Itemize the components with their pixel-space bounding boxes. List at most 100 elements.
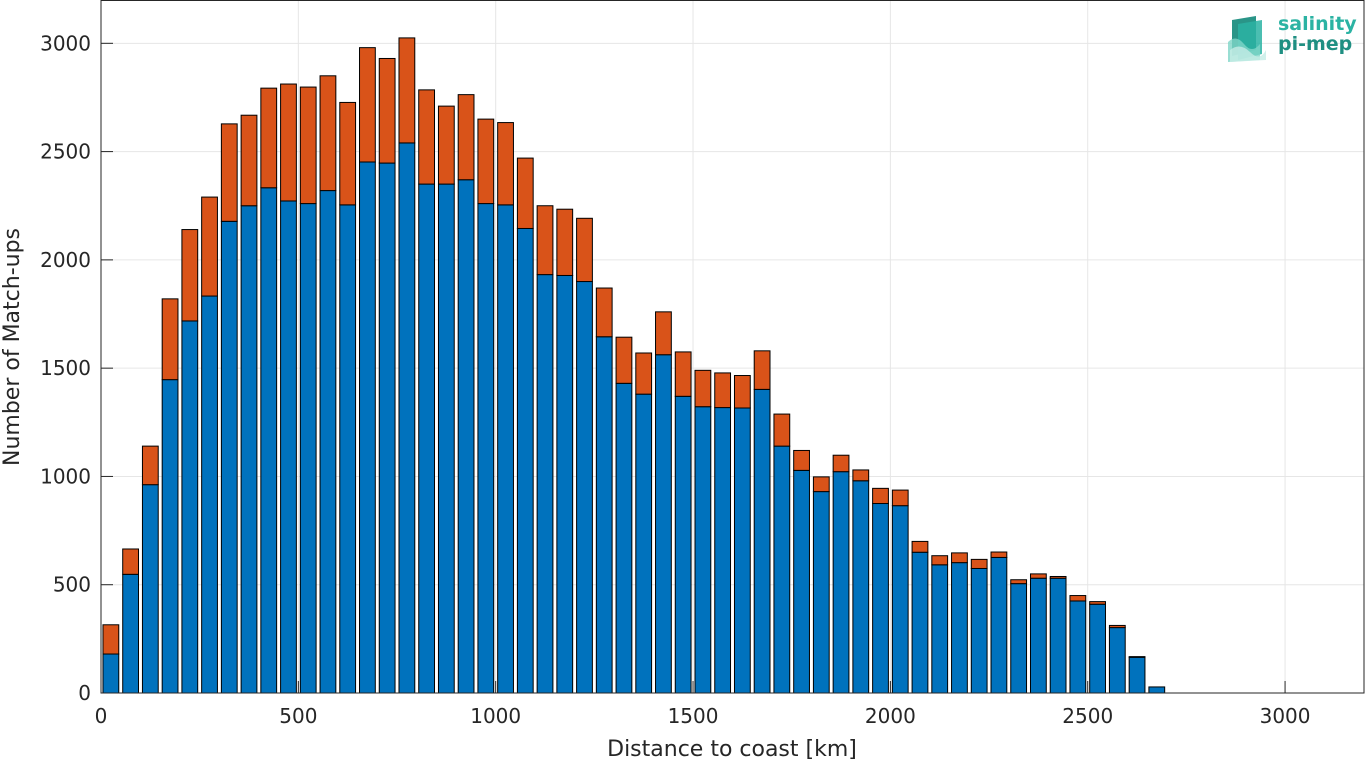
x-tick-label: 3000: [1260, 704, 1311, 728]
bar-segment-lower: [970, 567, 988, 694]
bar-segment-lower: [990, 556, 1008, 694]
bar-segment-lower: [931, 564, 949, 694]
bar-segment-lower: [793, 469, 810, 694]
bars: [102, 37, 1166, 694]
bar-segment-lower: [753, 388, 771, 694]
x-tick-label: 0: [95, 704, 108, 728]
bar-segment-lower: [141, 484, 159, 694]
bar-segment-upper: [102, 624, 120, 655]
bar-segment-upper: [655, 311, 672, 356]
axes-box: [100, 0, 1365, 694]
bar-segment-lower: [891, 505, 909, 694]
bar-segment-lower: [477, 203, 495, 694]
bar-segment-lower: [457, 179, 475, 694]
bar-segment-lower: [595, 336, 613, 694]
bar-segment-upper: [832, 454, 850, 473]
bar-segment-upper: [1108, 624, 1126, 629]
bar-segment-lower: [359, 161, 376, 694]
y-tick-label: 500: [53, 573, 91, 597]
bar-segment-lower: [714, 407, 732, 694]
bar-segment-lower: [872, 503, 889, 694]
bar-segment-upper: [852, 469, 870, 482]
bar-segment-upper: [990, 551, 1008, 558]
bar-segment-upper: [753, 350, 771, 390]
y-tick-label: 2000: [40, 248, 91, 272]
bar-segment-upper: [595, 287, 613, 338]
bar-segment-lower: [201, 295, 218, 694]
bar-segment-lower: [102, 653, 120, 694]
bar-segment-upper: [891, 489, 909, 507]
bar-segment-upper: [359, 47, 376, 163]
bar-segment-upper: [240, 114, 258, 207]
bar-segment-upper: [378, 57, 396, 164]
bar-segment-upper: [576, 217, 593, 283]
x-tick-label: 500: [279, 704, 317, 728]
bar-segment-lower: [852, 480, 870, 694]
bar-segment-lower: [1128, 656, 1146, 694]
bar-segment-lower: [556, 274, 574, 694]
bar-segment-upper: [911, 540, 929, 553]
bar-segment-lower: [1069, 600, 1087, 694]
bar-segment-lower: [615, 382, 633, 694]
bar-segment-lower: [1108, 627, 1126, 694]
bar-segment-upper: [615, 336, 633, 384]
bar-segment-lower: [576, 281, 593, 694]
bar-segment-lower: [398, 142, 416, 694]
bar-segment-upper: [201, 196, 218, 297]
bar-segment-upper: [812, 476, 830, 493]
bar-segment-lower: [832, 471, 850, 694]
bar-segment-lower: [1029, 577, 1047, 694]
bar-segment-upper: [773, 413, 791, 447]
bar-segment-upper: [1029, 573, 1047, 579]
bar-segment-upper: [516, 157, 534, 229]
bar-segment-lower: [812, 491, 830, 694]
bar-segment-upper: [1089, 601, 1106, 605]
bar-segment-lower: [951, 562, 968, 694]
x-tick-label: 2000: [865, 704, 916, 728]
y-tick-label: 3000: [40, 31, 91, 55]
logo-text-line1: salinity: [1278, 13, 1357, 35]
x-axis-label: Distance to coast [km]: [607, 737, 857, 761]
bar-segment-upper: [733, 375, 751, 409]
y-tick-label: 2500: [40, 140, 91, 164]
bar-segment-upper: [437, 105, 455, 185]
bar-segment-upper: [418, 89, 436, 185]
bar-segment-upper: [635, 352, 653, 395]
bar-segment-upper: [951, 552, 968, 564]
bar-segment-lower: [260, 187, 278, 694]
bar-segment-lower: [161, 379, 179, 694]
bar-segment-upper: [970, 558, 988, 569]
bar-segment-upper: [161, 298, 179, 381]
bar-segment-upper: [141, 445, 159, 486]
bar-segment-upper: [477, 118, 495, 205]
wave-logo-icon: [1228, 16, 1266, 62]
x-tick-label: 2500: [1062, 704, 1113, 728]
bar-segment-lower: [516, 227, 534, 694]
bar-segment-upper: [1010, 579, 1028, 585]
bar-segment-lower: [240, 205, 258, 694]
bar-segment-lower: [339, 204, 357, 694]
bar-segment-lower: [437, 183, 455, 694]
bar-segment-upper: [556, 208, 574, 276]
bar-segment-lower: [733, 407, 751, 694]
salinity-pimep-logo: salinity pi-mep: [1226, 13, 1357, 64]
bar-segment-lower: [1010, 583, 1028, 694]
bar-segment-upper: [793, 449, 810, 471]
x-tick-label: 1000: [470, 704, 521, 728]
bar-segment-upper: [694, 369, 712, 408]
bar-segment-lower: [1148, 686, 1166, 694]
bar-segment-lower: [674, 395, 692, 694]
bar-segment-lower: [181, 320, 199, 694]
bar-segment-upper: [122, 548, 139, 575]
bar-segment-upper: [1049, 575, 1067, 579]
logo-text-line2: pi-mep: [1278, 33, 1353, 55]
bar-segment-upper: [260, 87, 278, 189]
bar-segment-upper: [497, 122, 514, 206]
x-tick-label: 1500: [668, 704, 719, 728]
bar-segment-upper: [714, 372, 732, 409]
bar-segment-lower: [655, 354, 672, 694]
bar-segment-lower: [378, 162, 396, 694]
bar-segment-lower: [497, 204, 514, 694]
bar-segment-upper: [220, 123, 238, 222]
